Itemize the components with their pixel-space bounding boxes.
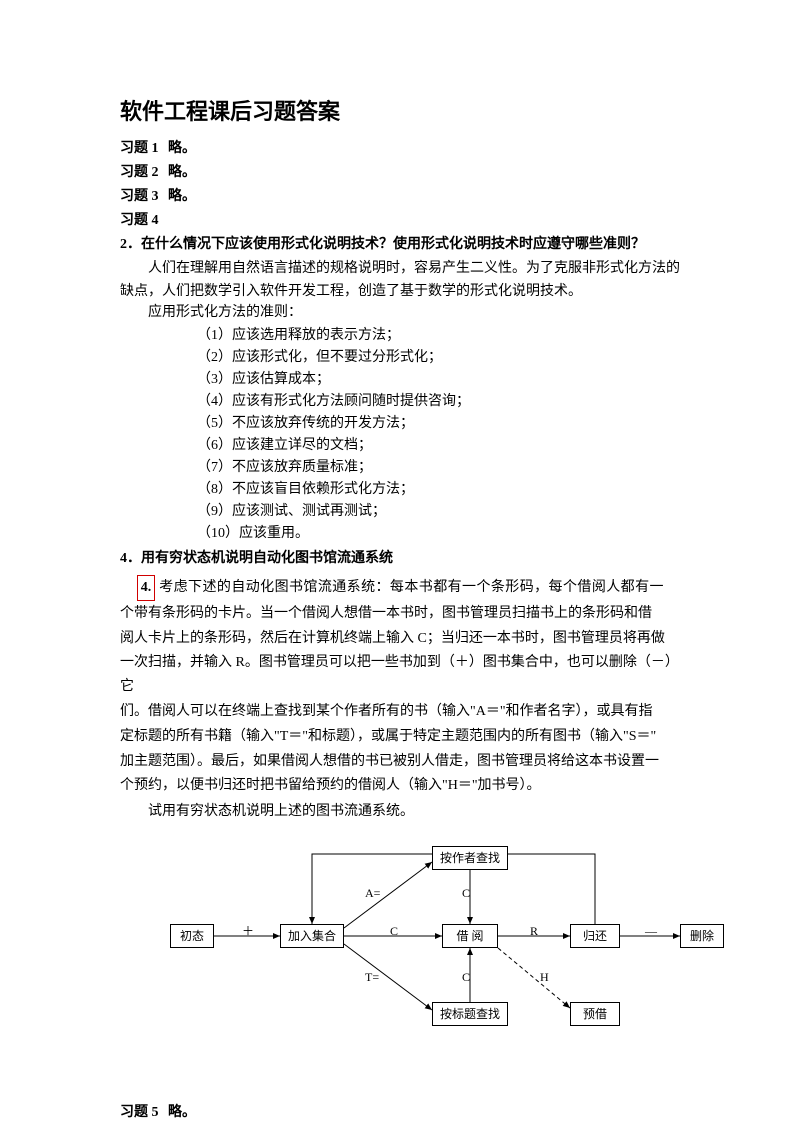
ex5-label: 习题 5 [120,1105,159,1120]
exercise-2: 习题 2 略。 [120,162,683,183]
edge-label-minus: — [645,922,657,940]
rule-item: （2）应该形式化，但不要过分形式化； [197,347,683,368]
q4-text-8: 个预约，以便书归还时把书留给预约的借阅人（输入"H＝"加书号）。 [120,774,683,798]
q4-text-3: 阅人卡片上的条形码，然后在计算机终端上输入 C；当归还一本书时，图书管理员将再做 [120,627,683,651]
state-machine-diagram: 初态 加入集合 按作者查找 借 阅 按标题查找 归还 预借 删除 ＋ A= C … [170,842,730,1042]
exercise-5: 习题 5 略。 [120,1102,683,1123]
node-title: 按标题查找 [432,1002,508,1026]
q4-problem-text: 4. 考虑下述的自动化图书馆流通系统：每本书都有一个条形码，每个借阅人都有一 个… [120,575,683,824]
edge-label-H: H [540,968,549,986]
page-title: 软件工程课后习题答案 [120,95,683,128]
ex5-answer: 略。 [168,1105,196,1120]
rule-item: （7）不应该放弃质量标准； [197,457,683,478]
edge-label-R: R [530,922,538,940]
rule-item: （4）应该有形式化方法顾问随时提供咨询； [197,391,683,412]
node-borrow: 借 阅 [442,924,498,948]
q2-para1b: 缺点，人们把数学引入软件开发工程，创造了基于数学的形式化说明技术。 [120,281,683,302]
edge-label-A: A= [365,884,380,902]
node-init: 初态 [170,924,214,948]
q4-text-1: 考虑下述的自动化图书馆流通系统：每本书都有一个条形码，每个借阅人都有一 [155,580,664,595]
rule-item: （10）应该重用。 [197,523,683,544]
ex2-answer: 略。 [168,165,196,180]
node-author: 按作者查找 [432,846,508,870]
ex1-answer: 略。 [168,141,196,156]
q4-text-last: 试用有穷状态机说明上述的图书流通系统。 [120,800,683,824]
ex2-label: 习题 2 [120,165,159,180]
node-return: 归还 [570,924,620,948]
node-hold: 预借 [570,1002,620,1026]
ex1-label: 习题 1 [120,141,159,156]
rule-item: （5）不应该放弃传统的开发方法； [197,413,683,434]
ex3-answer: 略。 [168,189,196,204]
q4-text-4: 一次扫描，并输入 R。图书管理员可以把一些书加到（＋）图书集合中，也可以删除（－… [120,651,683,699]
rule-item: （9）应该测试、测试再测试； [197,501,683,522]
edge-label-Cmid: C [390,922,398,940]
node-delete: 删除 [680,924,724,948]
exercise-3: 习题 3 略。 [120,186,683,207]
rule-list: （1）应该选用释放的表示方法； （2）应该形式化，但不要过分形式化； （3）应该… [197,325,683,544]
node-add: 加入集合 [280,924,344,948]
rule-item: （8）不应该盲目依赖形式化方法； [197,479,683,500]
q4-number-box: 4. [137,575,156,601]
rule-item: （3）应该估算成本； [197,369,683,390]
exercise-1: 习题 1 略。 [120,138,683,159]
q2-para1: 人们在理解用自然语言描述的规格说明时，容易产生二义性。为了克服非形式化方法的 [120,258,683,279]
q4-text-6: 定标题的所有书籍（输入"T＝"和标题），或属于特定主题范围内的所有图书（输入"S… [120,725,683,749]
q4-text-5: 们。借阅人可以在终端上查找到某个作者所有的书（输入"A＝"和作者名字），或具有指 [120,700,683,724]
q4-text-7: 加主题范围）。最后，如果借阅人想借的书已被别人借走，图书管理员将给这本书设置一 [120,750,683,774]
exercise-4: 习题 4 [120,210,683,231]
q2-para2: 应用形式化方法的准则： [120,302,683,323]
q4-heading: 4．用有穷状态机说明自动化图书馆流通系统 [120,548,683,569]
edge-label-plus: ＋ [242,922,254,940]
rule-item: （6）应该建立详尽的文档； [197,435,683,456]
q4-text-2: 个带有条形码的卡片。当一个借阅人想借一本书时，图书管理员扫描书上的条形码和借 [120,602,683,626]
ex4-label: 习题 4 [120,213,159,228]
edge-label-T: T= [365,968,379,986]
rule-item: （1）应该选用释放的表示方法； [197,325,683,346]
edge-label-C2: C [462,968,470,986]
edge-label-C1: C [462,884,470,902]
ex3-label: 习题 3 [120,189,159,204]
q2-heading: 2．在什么情况下应该使用形式化说明技术？使用形式化说明技术时应遵守哪些准则？ [120,234,683,255]
